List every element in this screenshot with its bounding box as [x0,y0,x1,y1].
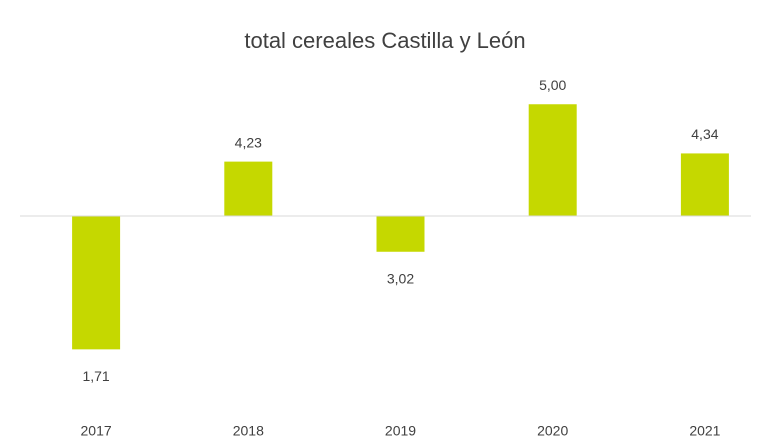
bar [72,216,121,350]
data-label: 1,71 [82,368,109,384]
x-tick-label: 2019 [385,423,416,439]
x-tick-label: 2020 [537,423,568,439]
data-label: 5,00 [539,77,566,93]
x-tick-label: 2018 [233,423,264,439]
data-label: 4,23 [235,134,262,150]
bar [528,104,577,216]
x-tick-label: 2017 [81,423,112,439]
data-label: 4,34 [691,126,718,142]
bar [224,161,273,216]
chart-title: total cereales Castilla y León [244,28,525,53]
bar [680,153,729,216]
data-label: 3,02 [387,270,414,286]
x-tick-label: 2021 [689,423,720,439]
bar [376,216,425,252]
